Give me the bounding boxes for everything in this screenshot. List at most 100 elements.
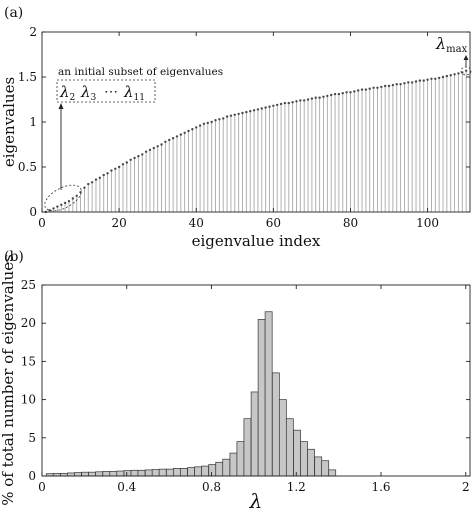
histogram-bar <box>116 470 125 477</box>
stem-marker <box>214 119 217 122</box>
x-tick-label-a: 100 <box>416 216 439 230</box>
stem-marker <box>152 146 156 150</box>
stem-marker <box>249 110 252 113</box>
y-tick-label-b: 5 <box>28 431 36 445</box>
y-tick-label-a: 0 <box>29 205 37 219</box>
histogram-bar <box>137 469 146 477</box>
histogram-bar <box>187 467 195 477</box>
stem-marker <box>349 91 352 94</box>
stem-marker <box>299 99 302 102</box>
x-tick-label-a: 0 <box>38 216 46 230</box>
stem-marker <box>279 102 283 106</box>
histogram-bar <box>293 429 301 477</box>
stem-marker <box>322 95 325 99</box>
lambda-max-arrowhead <box>463 55 469 60</box>
histogram-bars <box>45 311 337 477</box>
stem-marker <box>426 78 429 81</box>
stem-marker <box>133 156 136 160</box>
histogram-bar <box>166 468 174 477</box>
y-tick-label-a: 2 <box>29 25 37 39</box>
stem-marker <box>183 131 186 134</box>
stem-marker <box>457 72 460 75</box>
histogram-bar <box>180 468 188 477</box>
stem-marker <box>102 173 105 177</box>
histogram-bar <box>314 456 323 477</box>
stem-marker <box>179 133 183 136</box>
stem-marker <box>229 114 233 117</box>
y-tick-label-b: 15 <box>21 354 36 368</box>
subset-arrowhead <box>58 103 64 109</box>
histogram-bar <box>328 469 337 477</box>
histogram-bar <box>271 372 280 477</box>
stem-marker <box>114 167 117 170</box>
stem-marker <box>218 118 221 121</box>
panel-a: (a) 0 20 40 60 80 100 0 0.5 1 1.5 2 eigenvalue ind… <box>0 5 472 250</box>
stem-marker <box>276 103 279 107</box>
stem-marker <box>453 73 456 76</box>
stem-marker <box>256 108 260 111</box>
stem-marker <box>268 105 271 108</box>
histogram-bar <box>229 452 238 477</box>
stem-marker <box>414 80 418 83</box>
y-tick-label-a: 0.5 <box>18 160 37 174</box>
histogram-bar <box>300 441 308 477</box>
stem-marker <box>260 107 263 110</box>
stem-marker <box>434 77 437 81</box>
x-tick-label-b: 0 <box>38 480 46 494</box>
y-tick-label-b: 25 <box>21 278 36 292</box>
stem-marker <box>399 83 402 86</box>
subset-annotation-text: an initial subset of eigenvalues <box>58 66 223 78</box>
stem-marker <box>94 178 98 181</box>
stem-marker <box>437 76 441 80</box>
stem-marker <box>71 197 75 200</box>
x-tick-label-a: 60 <box>266 216 281 230</box>
stem-marker <box>364 88 368 91</box>
stem-marker <box>310 97 314 100</box>
stem-marker <box>237 112 240 116</box>
stem-marker <box>121 163 125 166</box>
stem-marker <box>60 203 63 206</box>
x-tick-label-b: 1.2 <box>287 480 306 494</box>
stem-marker <box>407 81 410 84</box>
stem-marker <box>98 176 102 179</box>
stem-marker <box>156 145 159 148</box>
stem-marker <box>137 155 140 158</box>
stem-marker <box>329 93 333 97</box>
x-tick-label-a: 20 <box>111 216 126 230</box>
stem-marker <box>206 121 210 125</box>
stem-marker <box>391 83 395 87</box>
stem-marker <box>341 92 344 95</box>
stem-marker <box>144 150 148 153</box>
stem-marker <box>287 101 290 105</box>
lambda-max-label: λmax <box>435 34 468 55</box>
stem-marker <box>272 104 275 108</box>
stem-marker <box>225 115 229 118</box>
stem-marker <box>222 117 225 120</box>
subset-box <box>56 79 156 103</box>
subset-ellipsis: ⋯ <box>104 84 118 100</box>
x-axis-label-b: λ <box>249 489 263 513</box>
histogram-bar <box>194 466 202 477</box>
stem-marker <box>52 207 55 210</box>
stem-marker <box>318 96 321 99</box>
stem-marker <box>368 87 371 90</box>
x-tick-label-a: 40 <box>189 216 204 230</box>
stem-marker <box>302 99 306 102</box>
histogram-bar <box>278 399 287 477</box>
stem-marker <box>449 74 452 77</box>
subset-lambda-11: λ11 <box>123 83 145 103</box>
stem-marker <box>383 84 387 88</box>
histogram-bar <box>257 319 266 477</box>
stem-marker <box>191 128 194 131</box>
stem-marker <box>306 98 310 101</box>
stem-marker <box>356 89 360 92</box>
plot-a-frame <box>41 31 471 213</box>
histogram-bar <box>151 469 160 477</box>
stem-marker <box>129 158 132 161</box>
y-tick-label-b: 0 <box>28 469 36 483</box>
histogram-bar <box>74 472 82 477</box>
stem-marker <box>195 126 198 129</box>
stem-marker <box>187 129 190 133</box>
subset-lambda-3: λ3 <box>80 83 97 103</box>
